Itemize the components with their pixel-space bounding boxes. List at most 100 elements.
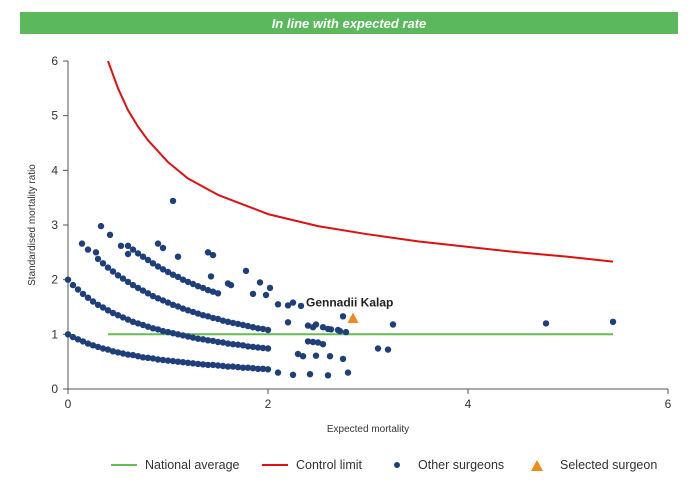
other-surgeon-point	[249, 343, 257, 351]
other-surgeon-point	[169, 357, 177, 365]
other-surgeon-point	[159, 244, 167, 252]
y-tick-label: 4	[51, 163, 58, 177]
other-surgeon-point	[309, 338, 317, 346]
other-surgeon-point	[164, 299, 172, 306]
other-surgeon-point	[159, 266, 167, 273]
other-surgeon-point	[174, 303, 182, 310]
other-surgeon-point	[194, 360, 202, 368]
other-surgeon-point	[214, 315, 222, 323]
other-surgeon-point	[259, 344, 267, 352]
other-surgeon-point	[97, 222, 105, 230]
x-tick-label: 4	[465, 397, 472, 411]
other-surgeon-point	[266, 284, 274, 292]
other-surgeon-point	[144, 290, 152, 297]
other-surgeon-point	[207, 273, 215, 280]
other-surgeon-point	[159, 297, 167, 304]
other-surgeon-point	[219, 362, 227, 370]
other-surgeon-point	[114, 272, 122, 279]
other-surgeon-point	[169, 197, 177, 205]
other-surgeon-point	[319, 324, 327, 331]
y-tick-label: 2	[51, 273, 58, 287]
other-surgeon-point	[239, 342, 247, 349]
other-surgeon-point	[204, 313, 212, 320]
selected-surgeon-point	[347, 312, 359, 323]
control-limit-line-icon	[262, 464, 288, 466]
other-surgeon-point	[184, 278, 192, 286]
other-surgeon-point	[254, 365, 262, 372]
other-surgeon-point	[124, 316, 132, 323]
other-surgeon-point	[124, 351, 132, 358]
other-surgeon-point	[169, 301, 177, 308]
other-surgeon-point	[139, 321, 147, 329]
other-surgeon-point	[389, 321, 397, 328]
other-surgeon-point	[144, 354, 152, 361]
other-surgeon-point	[259, 365, 267, 372]
legend-label-selected-surgeon: Selected surgeon	[560, 458, 658, 472]
other-surgeon-point	[229, 341, 237, 348]
other-surgeon-point	[134, 250, 142, 257]
other-surgeon-point	[184, 359, 192, 366]
other-surgeon-point	[244, 364, 252, 371]
other-surgeon-point	[144, 256, 152, 264]
other-surgeon-point	[256, 279, 264, 286]
other-surgeon-point	[224, 318, 232, 325]
other-surgeon-point	[184, 307, 192, 314]
legend-item-national-average: National average	[111, 458, 240, 472]
other-surgeon-point	[139, 287, 147, 294]
other-surgeon-point	[384, 346, 392, 353]
other-surgeon-point	[199, 284, 207, 292]
other-surgeon-point	[129, 351, 137, 359]
other-surgeon-point	[164, 328, 172, 336]
banner-title: In line with expected rate	[271, 15, 427, 31]
other-surgeon-point	[204, 249, 212, 256]
other-surgeon-point	[339, 313, 347, 320]
other-surgeon-point	[249, 365, 257, 372]
other-surgeon-point	[179, 305, 187, 312]
status-banner: In line with expected rate	[20, 12, 678, 34]
other-surgeon-point	[234, 363, 242, 371]
other-surgeons-points	[64, 197, 617, 379]
y-tick-label: 3	[51, 218, 58, 232]
other-surgeon-point	[209, 361, 217, 369]
other-surgeon-point	[262, 291, 270, 299]
other-surgeon-point	[64, 276, 72, 283]
other-surgeon-point	[264, 366, 272, 373]
other-surgeon-point	[254, 344, 262, 351]
selected-surgeon-label: Gennadii Kalap	[306, 295, 393, 309]
other-surgeon-point	[174, 253, 182, 260]
other-surgeon-point	[174, 358, 182, 365]
other-surgeon-point	[119, 350, 127, 357]
other-surgeon-point	[199, 336, 207, 343]
other-surgeon-point	[284, 319, 292, 326]
other-surgeon-point	[244, 322, 252, 330]
other-surgeon-point	[129, 281, 137, 289]
other-surgeon-point	[154, 326, 162, 333]
other-surgeon-point	[214, 362, 222, 369]
other-surgeon-point	[169, 330, 177, 337]
other-surgeon-point	[274, 369, 282, 376]
other-surgeon-point	[306, 371, 314, 378]
other-surgeon-point	[179, 359, 187, 366]
other-surgeon-point	[114, 312, 122, 319]
x-tick-label: 6	[665, 397, 672, 411]
other-surgeon-point	[319, 341, 327, 348]
legend-label-other-surgeons: Other surgeons	[418, 458, 505, 472]
other-surgeon-point	[242, 267, 250, 275]
other-surgeon-point	[199, 312, 207, 319]
other-surgeon-point	[109, 309, 117, 317]
other-surgeon-point	[99, 345, 107, 352]
other-surgeon-point	[159, 356, 167, 364]
other-surgeon-point	[189, 334, 197, 341]
other-surgeon-point	[79, 338, 87, 345]
other-surgeon-point	[94, 255, 102, 263]
other-surgeon-point	[117, 242, 125, 249]
other-surgeon-point	[209, 314, 217, 322]
other-surgeon-point	[189, 360, 197, 367]
other-surgeon-point	[78, 240, 86, 247]
x-tick-label: 0	[65, 397, 72, 411]
other-surgeon-point	[89, 298, 97, 305]
other-surgeon-point	[194, 310, 202, 317]
other-surgeon-point	[104, 346, 112, 353]
other-surgeon-point	[339, 355, 347, 363]
triangle-icon	[531, 459, 543, 471]
